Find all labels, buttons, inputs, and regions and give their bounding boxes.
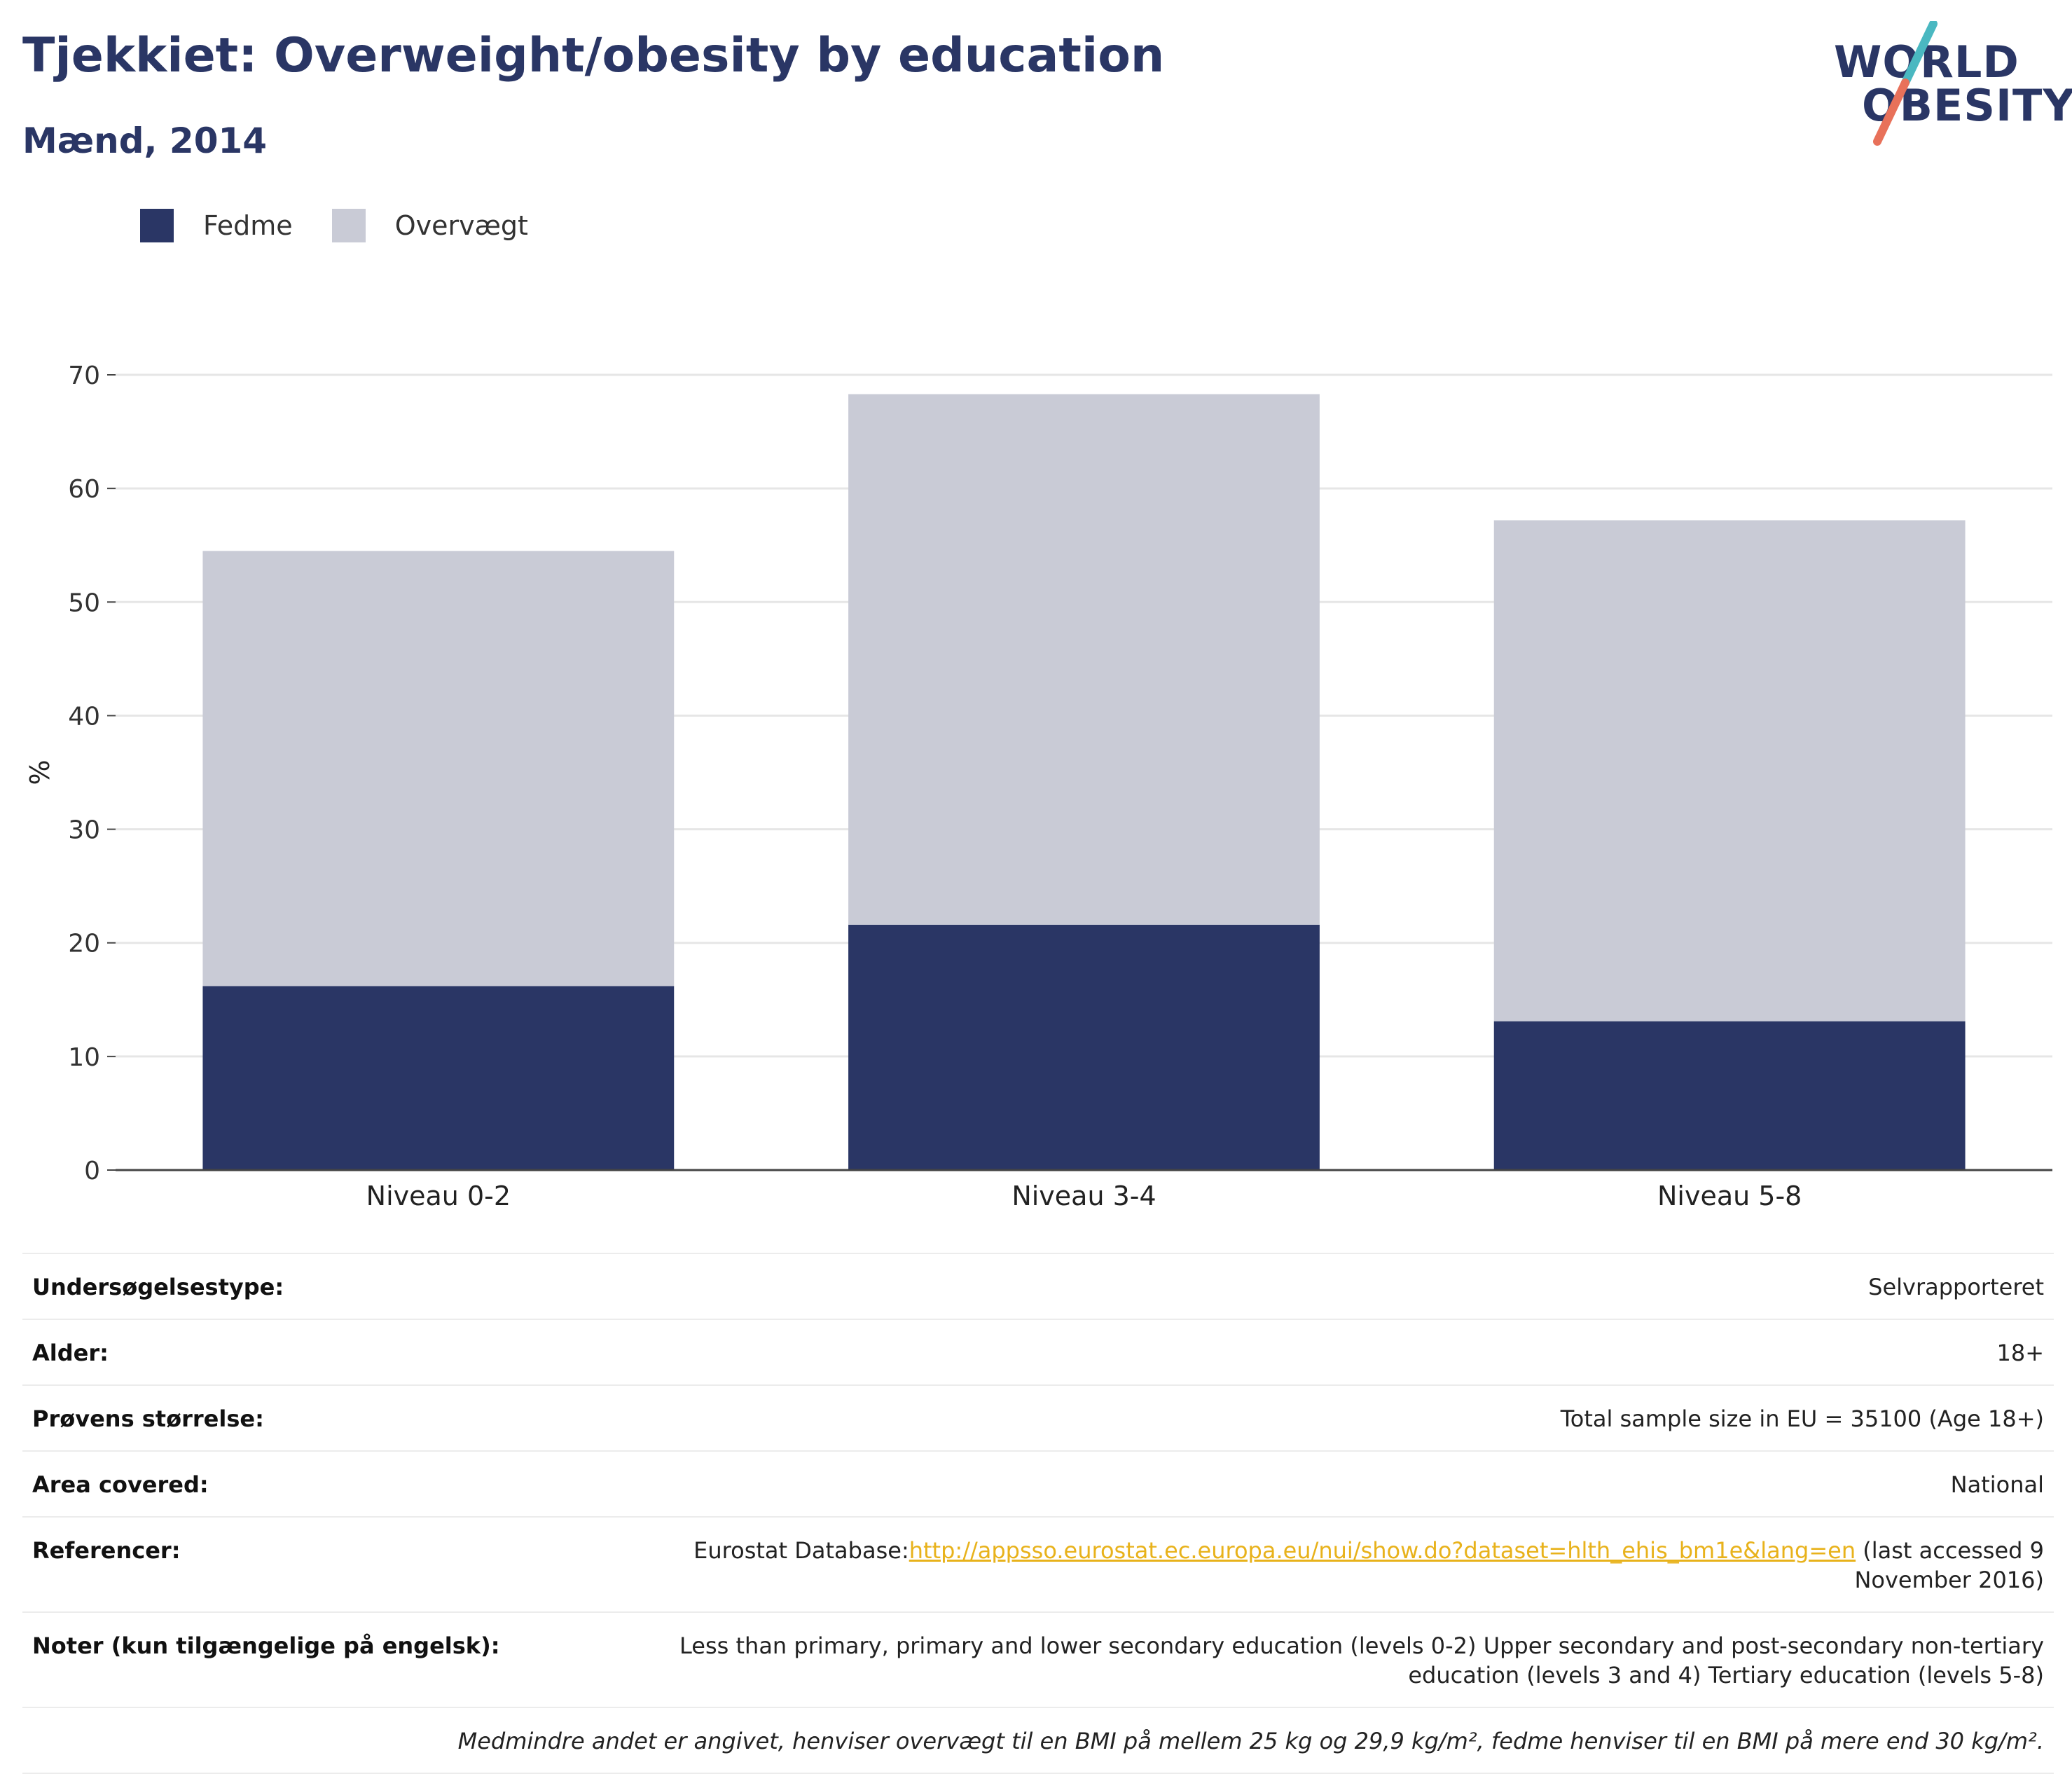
info-key: Undersøgelsestype: [32, 1274, 284, 1300]
y-tick-label: 50 [68, 589, 100, 617]
bar-fedme [848, 924, 1320, 1170]
x-tick-label: Niveau 3-4 [1011, 1181, 1156, 1211]
legend-item-fedme[interactable]: Fedme [140, 209, 293, 242]
y-tick-label: 30 [68, 816, 100, 845]
info-key: Area covered: [32, 1471, 209, 1498]
y-tick-label: 40 [68, 702, 100, 731]
legend-swatch-fedme [140, 209, 174, 242]
legend-item-overvaegt[interactable]: Overvægt [331, 209, 528, 242]
info-value: National [1950, 1471, 2044, 1498]
y-tick-label: 60 [68, 475, 100, 504]
y-axis-label: % [25, 759, 55, 785]
x-tick-label: Niveau 5-8 [1657, 1181, 1802, 1211]
info-value: Total sample size in EU = 35100 (Age 18+… [1560, 1405, 2044, 1432]
legend-label-overvaegt: Overvægt [394, 210, 528, 241]
info-row-survey-type: Undersøgelsestype: Selvrapporteret [22, 1253, 2054, 1319]
info-row-age: Alder: 18+ [22, 1319, 2054, 1384]
info-table: Undersøgelsestype: Selvrapporteret Alder… [22, 1253, 2054, 1774]
info-row-area-covered: Area covered: National [22, 1450, 2054, 1516]
legend-label-fedme: Fedme [203, 210, 293, 241]
info-row-notes: Noter (kun tilgængelige på engelsk): Les… [22, 1611, 2054, 1707]
y-tick-label: 20 [68, 930, 100, 958]
info-value: Less than primary, primary and lower sec… [679, 1632, 2044, 1689]
y-tick-label: 70 [68, 362, 100, 390]
reference-link[interactable]: http://appsso.eurostat.ec.europa.eu/nui/… [909, 1537, 1856, 1564]
info-key: Prøvens størrelse: [32, 1405, 264, 1432]
info-key: Referencer: [32, 1537, 181, 1564]
world-obesity-logo[interactable]: WORLD OBESITY [1828, 21, 2072, 147]
info-row-sample-size: Prøvens størrelse: Total sample size in … [22, 1384, 2054, 1450]
info-value: Eurostat Database:http://appsso.eurostat… [601, 1536, 2044, 1595]
x-tick-label: Niveau 0-2 [366, 1181, 511, 1211]
stacked-bar-chart: 0 10 20 30 40 50 60 70% Niveau 0-2 Niveau 3-4 Nive… [25, 362, 2052, 1211]
y-tick-label: 0 [84, 1157, 100, 1185]
logo-slash-icon [1873, 21, 1938, 146]
chart-legend: Fedme Overvægt [140, 207, 567, 244]
reference-prefix: Eurostat Database: [693, 1537, 909, 1564]
info-key: Noter (kun tilgængelige på engelsk): [32, 1632, 500, 1659]
info-row-references: Referencer: Eurostat Database:http://app… [22, 1516, 2054, 1611]
bar-overvaegt [202, 551, 675, 986]
info-value: Selvrapporteret [1868, 1274, 2044, 1300]
bar-overvaegt [848, 394, 1320, 925]
reference-suffix: (last accessed 9 November 2016) [1854, 1537, 2044, 1593]
info-row-footnote: Medmindre andet er angivet, henviser ove… [22, 1707, 2054, 1774]
bar-fedme [1493, 1021, 1966, 1170]
chart-subtitle: Mænd, 2014 [22, 121, 268, 161]
info-value: 18+ [1996, 1340, 2044, 1366]
info-key: Alder: [32, 1340, 109, 1366]
y-tick-label: 10 [68, 1043, 100, 1072]
bar-overvaegt [1493, 520, 1966, 1022]
chart-title: Tjekkiet: Overweight/obesity by educatio… [22, 28, 1165, 83]
legend-swatch-overvaegt [331, 209, 366, 242]
bar-fedme [202, 986, 675, 1170]
footnote: Medmindre andet er angivet, henviser ove… [457, 1728, 2044, 1754]
